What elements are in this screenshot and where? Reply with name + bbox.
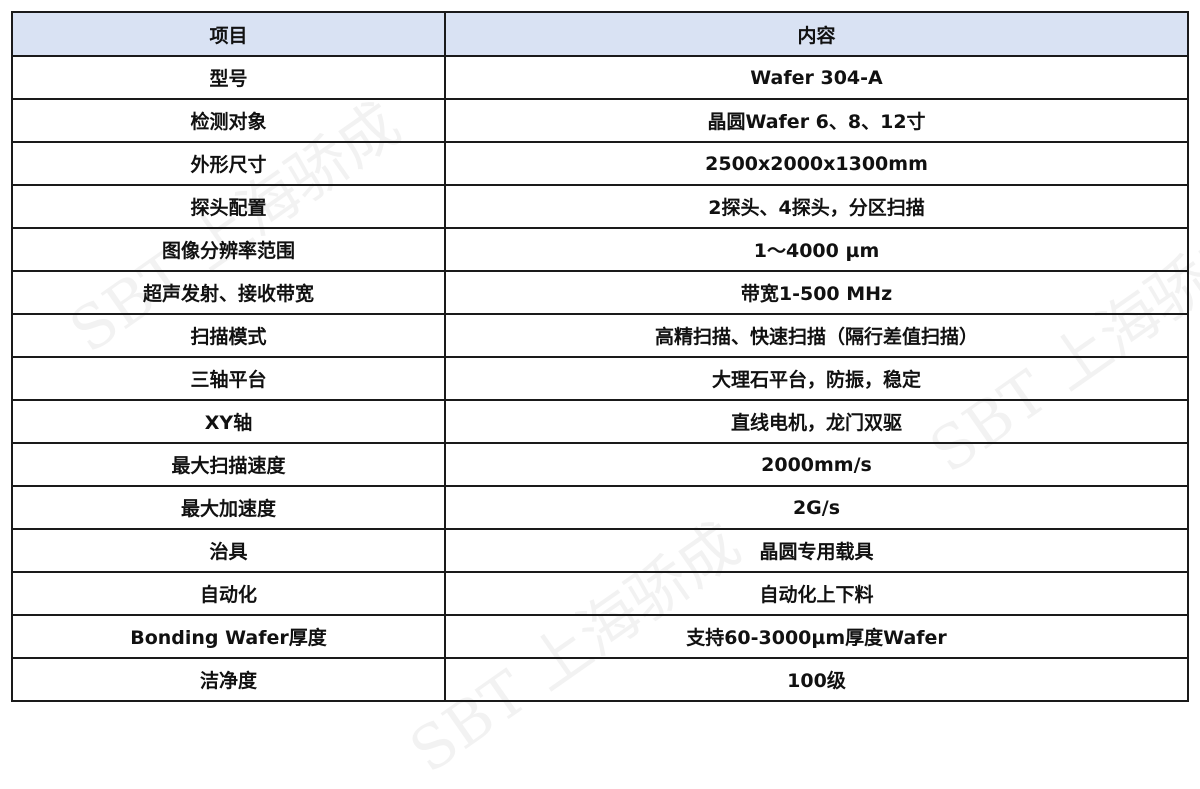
content-cell: 100级	[444, 657, 1189, 702]
table-row: 洁净度 100级	[11, 657, 1189, 702]
table-row: 最大加速度 2G/s	[11, 485, 1189, 530]
header-item: 项目	[11, 11, 446, 57]
table-row: 扫描模式 高精扫描、快速扫描（隔行差值扫描）	[11, 313, 1189, 358]
header-content: 内容	[444, 11, 1189, 57]
item-cell: 自动化	[11, 571, 446, 616]
item-cell: 外形尺寸	[11, 141, 446, 186]
content-cell: 2G/s	[444, 485, 1189, 530]
content-cell: 2500x2000x1300mm	[444, 141, 1189, 186]
table-row: 检测对象 晶圆Wafer 6、8、12寸	[11, 98, 1189, 143]
table-row: 外形尺寸 2500x2000x1300mm	[11, 141, 1189, 186]
item-cell: 最大扫描速度	[11, 442, 446, 487]
item-cell: 治具	[11, 528, 446, 573]
item-cell: 洁净度	[11, 657, 446, 702]
content-cell: Wafer 304-A	[444, 55, 1189, 100]
content-cell: 1～4000 µm	[444, 227, 1189, 272]
content-cell: 自动化上下料	[444, 571, 1189, 616]
content-cell: 2探头、4探头，分区扫描	[444, 184, 1189, 229]
table-row: Bonding Wafer厚度 支持60-3000µm厚度Wafer	[11, 614, 1189, 659]
item-cell: 检测对象	[11, 98, 446, 143]
item-cell: 三轴平台	[11, 356, 446, 401]
table-row: 图像分辨率范围 1～4000 µm	[11, 227, 1189, 272]
content-cell: 晶圆专用载具	[444, 528, 1189, 573]
content-cell: 直线电机，龙门双驱	[444, 399, 1189, 444]
item-cell: 型号	[11, 55, 446, 100]
content-cell: 大理石平台，防振，稳定	[444, 356, 1189, 401]
header-row: 项目 内容	[11, 11, 1189, 57]
item-cell: XY轴	[11, 399, 446, 444]
table-row: XY轴 直线电机，龙门双驱	[11, 399, 1189, 444]
item-cell: 图像分辨率范围	[11, 227, 446, 272]
content-cell: 2000mm/s	[444, 442, 1189, 487]
item-cell: 超声发射、接收带宽	[11, 270, 446, 315]
table-row: 探头配置 2探头、4探头，分区扫描	[11, 184, 1189, 229]
content-cell: 晶圆Wafer 6、8、12寸	[444, 98, 1189, 143]
item-cell: 扫描模式	[11, 313, 446, 358]
table-row: 型号 Wafer 304-A	[11, 55, 1189, 100]
table-row: 自动化 自动化上下料	[11, 571, 1189, 616]
table-row: 三轴平台 大理石平台，防振，稳定	[11, 356, 1189, 401]
spec-table: 项目 内容 型号 Wafer 304-A 检测对象 晶圆Wafer 6、8、12寸 外形…	[11, 11, 1189, 702]
content-cell: 带宽1-500 MHz	[444, 270, 1189, 315]
table-row: 治具 晶圆专用载具	[11, 528, 1189, 573]
table-row: 超声发射、接收带宽 带宽1-500 MHz	[11, 270, 1189, 315]
content-cell: 高精扫描、快速扫描（隔行差值扫描）	[444, 313, 1189, 358]
item-cell: Bonding Wafer厚度	[11, 614, 446, 659]
content-cell: 支持60-3000µm厚度Wafer	[444, 614, 1189, 659]
item-cell: 最大加速度	[11, 485, 446, 530]
table-row: 最大扫描速度 2000mm/s	[11, 442, 1189, 487]
item-cell: 探头配置	[11, 184, 446, 229]
